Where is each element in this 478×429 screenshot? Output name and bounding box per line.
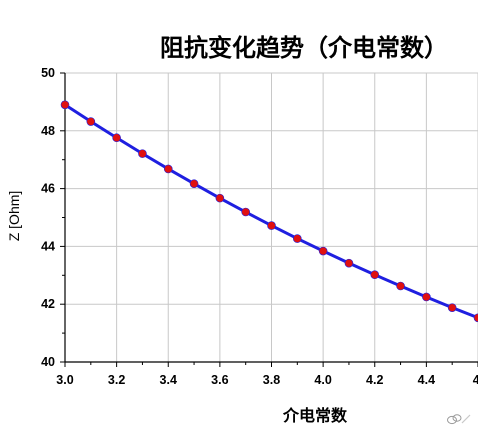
data-point [293, 235, 301, 243]
x-tick-label: 3.4 [160, 373, 177, 387]
x-tick-label: 4.4 [418, 373, 435, 387]
x-axis-title: 介电常数 [283, 402, 347, 426]
tick-labels: 3.0 3.2 3.4 3.6 3.8 4.0 4.2 4.4 4. 40 42 44 46 48 50 [41, 66, 478, 387]
data-point [61, 101, 69, 109]
y-tick-label: 44 [41, 239, 55, 253]
x-tick-label: 3.8 [263, 373, 280, 387]
watermark-icon [446, 412, 474, 426]
y-tick-label: 46 [41, 182, 55, 196]
x-tick-label: 3.6 [211, 373, 228, 387]
data-point [87, 118, 95, 126]
x-tick-label: 3.0 [56, 373, 73, 387]
y-tick-label: 42 [41, 297, 55, 311]
data-point [268, 222, 276, 230]
grid [65, 73, 478, 362]
y-tick-label: 40 [41, 355, 55, 369]
axes [60, 73, 478, 367]
data-point [345, 259, 353, 267]
data-point [448, 304, 456, 312]
x-tick-label: 4. [473, 373, 478, 387]
data-point [164, 165, 172, 173]
data-point [138, 150, 146, 158]
data-point [319, 247, 327, 255]
data-point [371, 271, 379, 279]
data-point [397, 282, 405, 290]
y-tick-label: 48 [41, 124, 55, 138]
series-group [61, 101, 478, 322]
data-point [242, 208, 250, 216]
y-tick-label: 50 [41, 66, 55, 80]
data-point [422, 293, 430, 301]
x-tick-label: 3.2 [108, 373, 125, 387]
x-tick-label: 4.2 [366, 373, 383, 387]
data-point [216, 194, 224, 202]
data-point [113, 134, 121, 142]
data-point [190, 180, 198, 188]
y-axis-title: Z [Ohm] [6, 191, 22, 242]
x-tick-label: 4.0 [314, 373, 331, 387]
